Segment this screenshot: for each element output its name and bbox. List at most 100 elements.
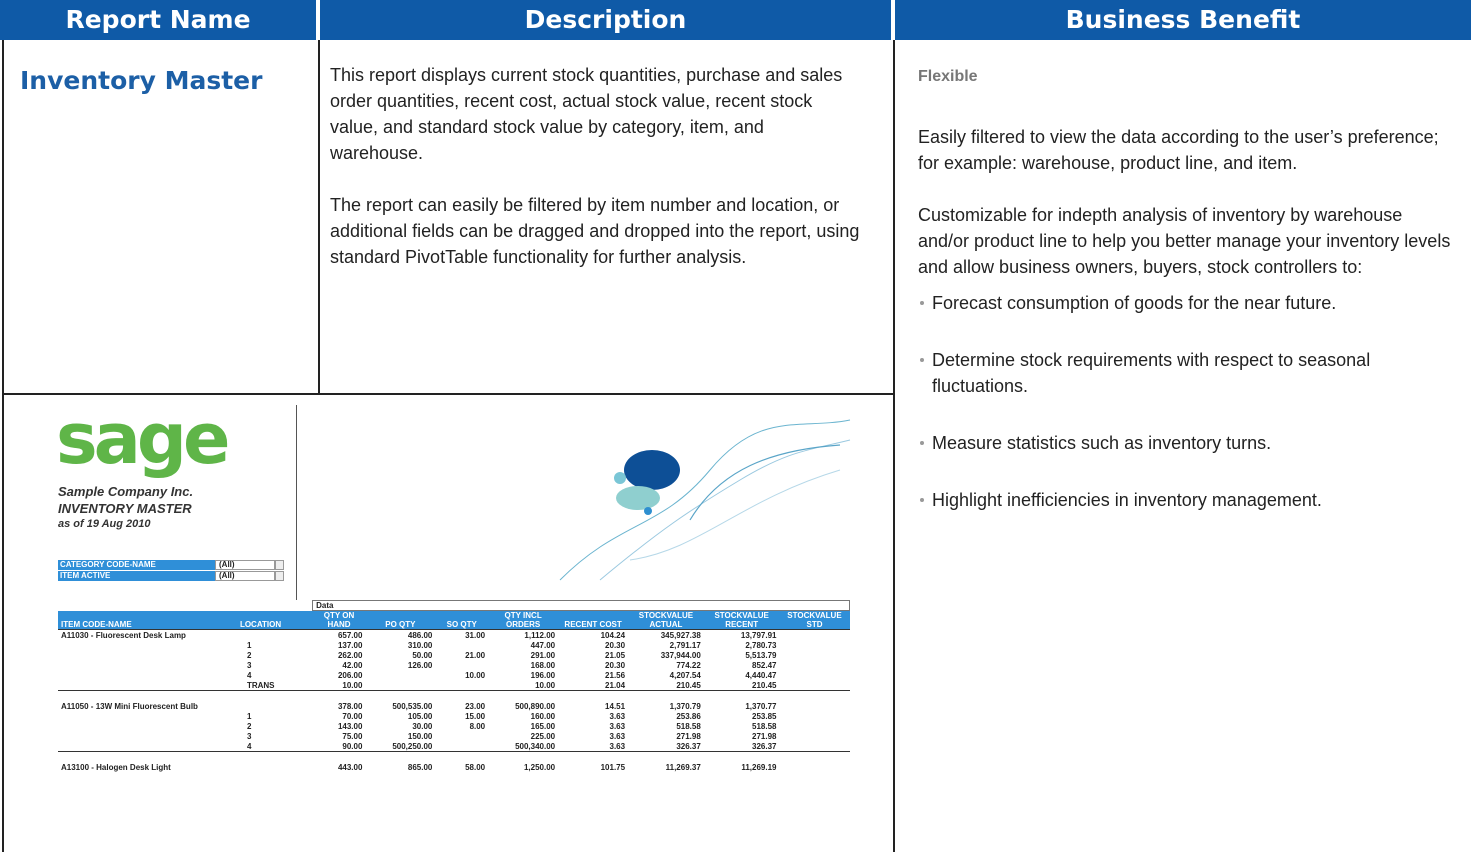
benefit-heading: Flexible — [918, 68, 978, 85]
cell: 101.75 — [558, 751, 629, 772]
cell — [58, 660, 237, 670]
cell: 271.98 — [676, 731, 701, 741]
cell: 852.47 — [752, 660, 777, 670]
cell: 4,440.47 — [745, 670, 777, 680]
cell: 1 — [246, 711, 252, 721]
table-row: 3 42.00 126.00 168.00 20.30 774.22 852.47 — [58, 660, 850, 670]
cell: 337,944.00 — [660, 650, 701, 660]
cell — [435, 731, 488, 741]
cell — [58, 741, 237, 752]
dropdown — [275, 571, 284, 581]
cell: 500,340.00 — [515, 741, 556, 751]
report-date: as of 19 Aug 2010 — [58, 518, 151, 530]
cell: 447.00 — [530, 640, 556, 650]
column-header: STOCKVALUE RECENT — [703, 610, 780, 630]
cell: 486.00 — [365, 629, 436, 640]
cell: 20.30 — [605, 660, 626, 670]
cell: 70.00 — [342, 711, 363, 721]
cell: 326.37 — [676, 741, 701, 751]
cell — [58, 731, 237, 741]
cell: 75.00 — [342, 731, 363, 741]
logo: sage — [56, 398, 230, 480]
cell — [779, 660, 849, 670]
bullet: Forecast consumption of goods for the ne… — [918, 290, 1458, 316]
dropdown — [275, 560, 284, 570]
cell: 11,269.37 — [628, 751, 704, 772]
border — [318, 40, 320, 393]
cell: 15.00 — [465, 711, 486, 721]
cell — [435, 741, 488, 752]
cell: 291.00 — [530, 650, 556, 660]
cell: 30.00 — [412, 721, 433, 731]
report-name: Inventory Master — [20, 66, 263, 95]
cell: 774.22 — [676, 660, 701, 670]
cell — [236, 690, 313, 711]
cell: 168.00 — [530, 660, 556, 670]
bullet: Measure statistics such as inventory tur… — [918, 430, 1458, 456]
cell — [365, 680, 435, 691]
filter: CATEGORY CODE-NAME (All) — [58, 560, 284, 570]
paragraph: Easily filtered to view the data accordi… — [918, 127, 1439, 173]
table-row: 1 70.00 105.00 15.00 160.00 3.63 253.86 253.85 — [58, 711, 850, 721]
cell — [779, 650, 849, 660]
cell: TRANS — [246, 680, 275, 690]
cell — [236, 751, 313, 772]
cell — [779, 629, 850, 640]
cell: 105.00 — [407, 711, 433, 721]
cell: 262.00 — [337, 650, 363, 660]
paragraph: Customizable for indepth analysis of inv… — [918, 205, 1451, 277]
cell: 443.00 — [312, 751, 366, 772]
table-row: TRANS 10.00 10.00 21.04 210.45 210.45 — [58, 680, 850, 691]
cell — [779, 670, 849, 680]
cell: 126.00 — [407, 660, 433, 670]
cell: 20.30 — [605, 640, 626, 650]
cell: 165.00 — [530, 721, 556, 731]
cell — [779, 680, 849, 691]
cell: 10.00 — [342, 680, 363, 690]
column-header: QTY ON HAND — [312, 610, 366, 630]
cell: 206.00 — [337, 670, 363, 680]
cell — [58, 650, 237, 660]
cell: 378.00 — [312, 690, 366, 711]
cell: 657.00 — [312, 629, 366, 640]
cell — [58, 640, 237, 650]
column-header: QTY INCL ORDERS — [488, 610, 559, 630]
cell: 1,250.00 — [488, 751, 559, 772]
table-row: A13100 - Halogen Desk Light 443.00 865.00 5… — [58, 751, 850, 772]
cell: 500,535.00 — [365, 690, 436, 711]
cell — [779, 731, 849, 741]
cell — [435, 660, 488, 670]
cell: 150.00 — [407, 731, 433, 741]
filter-value: (All) — [215, 560, 275, 570]
cell: 253.86 — [676, 711, 701, 721]
report-title: INVENTORY MASTER — [58, 501, 192, 516]
table-row: 4 90.00 500,250.00 500,340.00 3.63 326.37 326.… — [58, 741, 850, 752]
cell: 13,797.91 — [703, 629, 780, 640]
cell: 11,269.19 — [703, 751, 780, 772]
border — [893, 40, 895, 852]
cell — [779, 640, 849, 650]
cell: 21.04 — [605, 680, 626, 690]
cell: 210.45 — [752, 680, 777, 690]
bullet: Determine stock requirements with respec… — [918, 347, 1458, 399]
cell — [236, 629, 313, 640]
cell: 345,927.38 — [628, 629, 704, 640]
cell: 137.00 — [337, 640, 363, 650]
cell: 3.63 — [609, 711, 626, 721]
border — [2, 393, 893, 395]
cell: 253.85 — [752, 711, 777, 721]
cell: 500,250.00 — [392, 741, 433, 751]
table-row: 1 137.00 310.00 447.00 20.30 2,791.17 2,780.73 — [58, 640, 850, 650]
divider — [296, 405, 297, 600]
filter-value: (All) — [215, 571, 275, 581]
cell: 14.51 — [558, 690, 629, 711]
table-row: 2 262.00 50.00 21.00 291.00 21.05 337,944.00 5,… — [58, 650, 850, 660]
cell: 3.63 — [609, 741, 626, 751]
cell: 160.00 — [530, 711, 556, 721]
cell: A11050 - 13W Mini Fluorescent Bulb — [58, 690, 237, 711]
header-cell: Description — [320, 0, 891, 40]
table-row: 2 143.00 30.00 8.00 165.00 3.63 518.58 518.58 — [58, 721, 850, 731]
filter: ITEM ACTIVE (All) — [58, 571, 284, 581]
bullet: Highlight inefficiencies in inventory ma… — [918, 487, 1458, 513]
